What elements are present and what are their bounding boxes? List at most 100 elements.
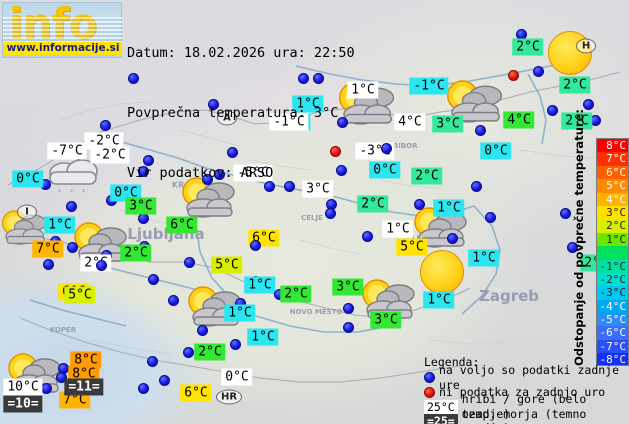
station-dot-available[interactable] bbox=[213, 168, 225, 180]
scale-colorbar: 8°C 7°C 6°C 5°C 4°C 3°C 2°C 1°C -1°C -2°C -3°C -4°C… bbox=[596, 138, 629, 366]
scale-cell-8 bbox=[597, 246, 628, 260]
station-dot-available[interactable] bbox=[146, 355, 158, 367]
station-temp-label: 2°C bbox=[357, 195, 389, 213]
mountain-temp-label: 1°C bbox=[347, 81, 379, 99]
station-dot-available[interactable] bbox=[342, 302, 354, 314]
station-dot-available[interactable] bbox=[158, 374, 170, 386]
station-dot-available[interactable] bbox=[283, 180, 295, 192]
station-temp-label: 1°C bbox=[244, 276, 276, 294]
scale-cell-11: -3°C bbox=[597, 286, 628, 300]
station-dot-available[interactable] bbox=[582, 98, 594, 110]
station-dot-no-data[interactable] bbox=[507, 69, 519, 81]
mountain-temp-label: 0°C bbox=[221, 368, 253, 386]
station-dot-available[interactable] bbox=[229, 338, 241, 350]
legend-sea-text: temp. morja (temno ozadje) bbox=[461, 406, 587, 424]
station-dot-available[interactable] bbox=[99, 119, 111, 131]
station-temp-label: 1°C bbox=[247, 328, 279, 346]
station-dot-available[interactable] bbox=[42, 258, 54, 270]
station-dot-available[interactable] bbox=[446, 232, 458, 244]
station-dot-available[interactable] bbox=[137, 382, 149, 394]
scale-cell-6: 2°C bbox=[597, 219, 628, 233]
station-dot-available[interactable] bbox=[559, 207, 571, 219]
mountain-temp-label: -5°C bbox=[233, 164, 273, 182]
scale-cell-5: 3°C bbox=[597, 205, 628, 220]
marker-croatia: HR bbox=[216, 389, 242, 405]
station-temp-label: 0°C bbox=[12, 170, 44, 188]
station-dot-available[interactable] bbox=[532, 65, 544, 77]
blue-station-dot-icon bbox=[424, 372, 435, 384]
station-dot-available[interactable] bbox=[147, 273, 159, 285]
sun-behind-cloud-icon bbox=[0, 208, 49, 247]
station-dot-available[interactable] bbox=[226, 146, 238, 158]
station-dot-available[interactable] bbox=[484, 211, 496, 223]
station-temp-label: 8°C bbox=[68, 365, 100, 383]
station-dot-available[interactable] bbox=[335, 164, 347, 176]
mountain-temp-label: -1°C bbox=[269, 113, 309, 131]
station-dot-no-data[interactable] bbox=[329, 145, 341, 157]
red-station-dot-icon bbox=[424, 386, 435, 398]
scale-cell-13: -5°C bbox=[597, 313, 628, 327]
station-dot-available[interactable] bbox=[470, 180, 482, 192]
legend-sea-chip: =25= bbox=[424, 414, 458, 424]
station-temp-label: 3°C bbox=[125, 197, 157, 215]
station-temp-label: 7°C bbox=[59, 391, 91, 409]
station-dot-available[interactable] bbox=[65, 200, 77, 212]
station-dot-available[interactable] bbox=[137, 165, 149, 177]
header-average-temp: Povprečna temperatura: 3°C bbox=[127, 105, 339, 121]
station-temp-label: 1°C bbox=[423, 291, 455, 309]
station-dot-available[interactable] bbox=[361, 230, 373, 242]
station-temp-label: 5°C bbox=[211, 256, 243, 274]
legend-mountain-chip: 25°C bbox=[424, 399, 458, 414]
station-dot-available[interactable] bbox=[566, 241, 578, 253]
station-temp-label: 5°C bbox=[396, 238, 428, 256]
mountain-temp-label: -2°C bbox=[90, 146, 130, 164]
station-temp-label: 0°C bbox=[110, 184, 142, 202]
station-dot-available[interactable] bbox=[312, 72, 324, 84]
station-dot-available[interactable] bbox=[201, 173, 213, 185]
station-dot-available[interactable] bbox=[413, 198, 425, 210]
station-dot-available[interactable] bbox=[380, 142, 392, 154]
header-datetime: Datum: 18.02.2026 ura: 22:50 bbox=[127, 45, 355, 61]
station-dot-available[interactable] bbox=[127, 72, 139, 84]
station-temp-label: 2°C bbox=[120, 244, 152, 262]
station-dot-available[interactable] bbox=[336, 116, 348, 128]
sun-behind-cloud-icon bbox=[177, 175, 237, 221]
station-dot-available[interactable] bbox=[167, 294, 179, 306]
scale-cell-1: 7°C bbox=[597, 152, 628, 166]
svg-text:*: * bbox=[82, 188, 86, 196]
marker-high-pressure: H bbox=[576, 38, 596, 54]
site-logo[interactable]: info www.informacije.si bbox=[2, 0, 123, 58]
svg-text:*: * bbox=[70, 188, 74, 196]
sea-temp-label: =11= bbox=[64, 378, 104, 396]
legend-title: Legenda: bbox=[424, 355, 480, 369]
station-dot-available[interactable] bbox=[546, 104, 558, 116]
station-dot-available[interactable] bbox=[297, 72, 309, 84]
station-dot-available[interactable] bbox=[182, 346, 194, 358]
station-dot-available[interactable] bbox=[207, 98, 219, 110]
station-temp-label: 0°C bbox=[369, 161, 401, 179]
station-dot-available[interactable] bbox=[95, 259, 107, 271]
station-dot-available[interactable] bbox=[249, 239, 261, 251]
scale-cell-9: -1°C bbox=[597, 259, 628, 273]
station-dot-available[interactable] bbox=[263, 180, 275, 192]
station-dot-available[interactable] bbox=[474, 124, 486, 136]
scale-cell-2: 6°C bbox=[597, 165, 628, 180]
legend-mountain-text: hribi / gore (belo ozadje) bbox=[461, 392, 587, 421]
station-temp-label: 1°C bbox=[433, 199, 465, 217]
station-dot-available[interactable] bbox=[342, 321, 354, 333]
sun-disc-icon bbox=[420, 250, 464, 294]
legend-blue-text: na voljo so podatki zadnje ure bbox=[439, 363, 620, 392]
station-temp-label: 2°C bbox=[280, 285, 312, 303]
svg-text:*: * bbox=[58, 188, 62, 196]
scale-cell-14: -6°C bbox=[597, 326, 628, 340]
station-dot-available[interactable] bbox=[57, 362, 69, 374]
station-dot-available[interactable] bbox=[66, 241, 78, 253]
legend-red-text: ni podatka za zadnjo uro bbox=[439, 385, 606, 399]
station-dot-available[interactable] bbox=[196, 324, 208, 336]
station-temp-label: 2°C bbox=[561, 112, 593, 130]
station-dot-available[interactable] bbox=[142, 154, 154, 166]
station-temp-label: 1°C bbox=[224, 304, 256, 322]
station-dot-available[interactable] bbox=[324, 207, 336, 219]
station-dot-available[interactable] bbox=[183, 256, 195, 268]
